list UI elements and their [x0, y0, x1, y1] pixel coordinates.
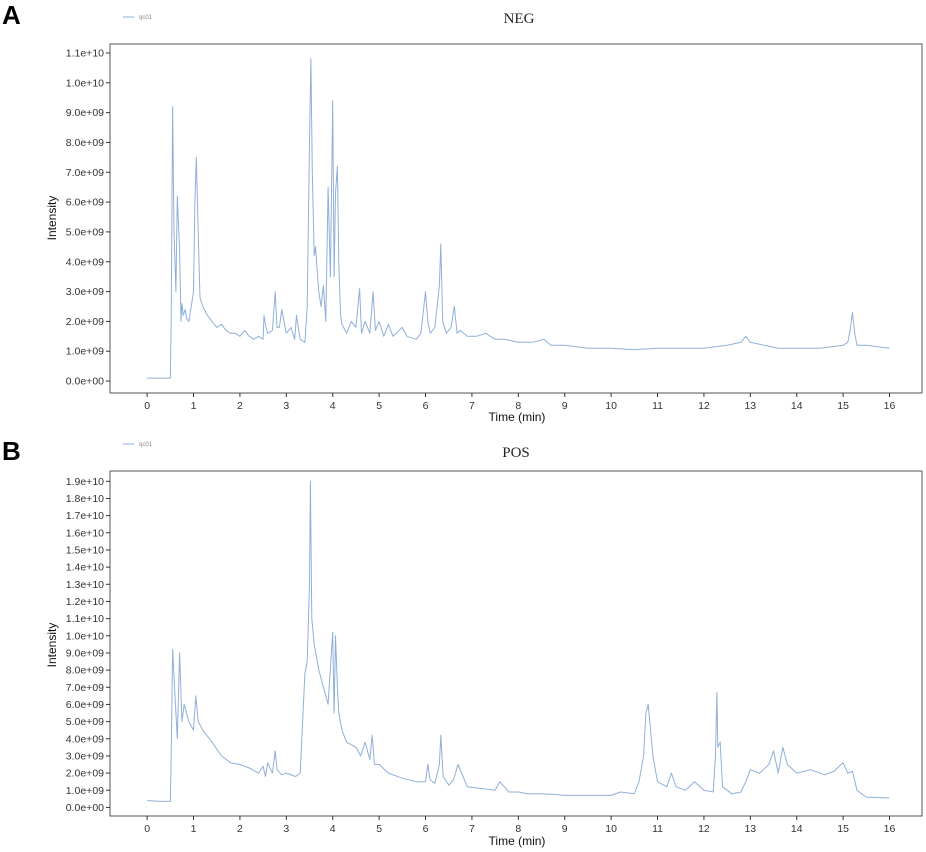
y-tick-label: 1.6e+10 [66, 527, 104, 539]
x-tick-label: 12 [698, 400, 710, 412]
y-tick-label: 1.2e+10 [66, 596, 104, 608]
x-tick-label: 11 [652, 400, 663, 412]
panel-pos: B qc01 POS 0.0e+00 1.0e+09 2.0e+09 3.0e+09 4… [2, 436, 923, 848]
y-axis: 0.0e+00 1.0e+09 2.0e+09 3.0e+09 4.0e+09 5.0e+… [66, 476, 110, 814]
legend-label: qc01 [139, 442, 153, 448]
y-tick-label: 5.0e+09 [66, 716, 104, 728]
y-tick-label: 1.0e+09 [66, 785, 104, 797]
y-tick-label: 1.7e+10 [66, 510, 104, 522]
y-axis: 0.0e+00 1.0e+09 2.0e+09 3.0e+09 4.0e+09 5.0e+… [66, 47, 110, 388]
y-tick-label: 6.0e+09 [66, 699, 104, 711]
x-tick-label: 6 [423, 823, 429, 835]
y-tick-label: 7.0e+09 [66, 682, 104, 694]
x-tick-label: 13 [744, 823, 756, 835]
x-tick-label: 8 [515, 400, 521, 412]
y-tick-label: 1.0e+10 [66, 77, 104, 89]
x-tick-label: 4 [330, 823, 336, 835]
chart-title: NEG [504, 11, 535, 27]
y-tick-label: 1.5e+10 [66, 544, 104, 556]
x-tick-label: 4 [330, 400, 336, 412]
y-tick-label: 8.0e+09 [66, 665, 104, 677]
legend-label: qc01 [139, 15, 153, 21]
x-tick-label: 2 [237, 823, 243, 835]
y-tick-label: 4.0e+09 [66, 733, 104, 745]
x-tick-label: 5 [376, 400, 382, 412]
y-tick-label: 8.0e+09 [66, 137, 104, 149]
y-tick-label: 2.0e+09 [66, 768, 104, 780]
x-axis: 0 1 2 3 4 5 6 7 8 9 10 11 12 13 14 15 16 [144, 816, 896, 835]
x-tick-label: 6 [423, 400, 429, 412]
y-tick-label: 9.0e+09 [66, 107, 104, 119]
y-tick-label: 3.0e+09 [66, 286, 104, 298]
x-tick-label: 13 [744, 400, 756, 412]
x-tick-label: 1 [191, 400, 197, 412]
x-tick-label: 11 [652, 823, 663, 835]
y-tick-label: 4.0e+09 [66, 256, 104, 268]
x-tick-label: 14 [791, 400, 803, 412]
panel-neg: A qc01 NEG 0.0e+00 1.0e+09 2.0e+09 3.0e+09 4… [2, 0, 923, 424]
y-tick-label: 1.3e+10 [66, 579, 104, 591]
y-tick-label: 1.9e+10 [66, 476, 104, 488]
x-tick-label: 14 [791, 823, 803, 835]
x-tick-label: 3 [283, 400, 289, 412]
x-tick-label: 1 [191, 823, 197, 835]
y-tick-label: 0.0e+00 [66, 802, 104, 814]
x-tick-label: 10 [605, 400, 617, 412]
x-tick-label: 12 [698, 823, 710, 835]
y-tick-label: 1.1e+10 [66, 47, 104, 59]
series-line-qc01 [147, 480, 890, 802]
x-tick-label: 9 [562, 400, 568, 412]
y-tick-label: 6.0e+09 [66, 197, 104, 209]
x-tick-label: 0 [144, 400, 150, 412]
y-tick-label: 1.0e+10 [66, 630, 104, 642]
plot-frame [109, 43, 923, 394]
y-tick-label: 2.0e+09 [66, 316, 104, 328]
x-tick-label: 2 [237, 400, 243, 412]
y-tick-label: 0.0e+00 [66, 376, 104, 388]
x-tick-label: 16 [884, 823, 896, 835]
panel-letter-b: B [2, 436, 21, 466]
panel-letter-a: A [2, 0, 21, 30]
y-tick-label: 3.0e+09 [66, 750, 104, 762]
x-tick-label: 16 [884, 400, 896, 412]
x-tick-label: 15 [837, 823, 849, 835]
x-axis-label: Time (min) [489, 410, 546, 424]
x-tick-label: 7 [469, 400, 475, 412]
y-tick-label: 5.0e+09 [66, 226, 104, 238]
y-tick-label: 1.4e+10 [66, 562, 104, 574]
x-axis: 0 1 2 3 4 5 6 7 8 9 10 11 12 13 14 15 16 [144, 393, 896, 412]
x-tick-label: 3 [283, 823, 289, 835]
y-tick-label: 7.0e+09 [66, 167, 104, 179]
y-tick-label: 9.0e+09 [66, 647, 104, 659]
x-tick-label: 9 [562, 823, 568, 835]
y-tick-label: 1.0e+09 [66, 346, 104, 358]
x-tick-label: 0 [144, 823, 150, 835]
y-axis-label: Intensity [45, 623, 59, 668]
y-tick-label: 1.8e+10 [66, 493, 104, 505]
y-tick-label: 1.1e+10 [66, 613, 104, 625]
x-tick-label: 10 [605, 823, 617, 835]
x-tick-label: 5 [376, 823, 382, 835]
plot-frame [109, 470, 923, 817]
series-line-qc01 [147, 58, 890, 379]
x-tick-label: 8 [515, 823, 521, 835]
chart-title: POS [502, 445, 530, 461]
x-axis-label: Time (min) [489, 834, 546, 848]
y-axis-label: Intensity [45, 196, 59, 241]
x-tick-label: 15 [837, 400, 849, 412]
x-tick-label: 7 [469, 823, 475, 835]
